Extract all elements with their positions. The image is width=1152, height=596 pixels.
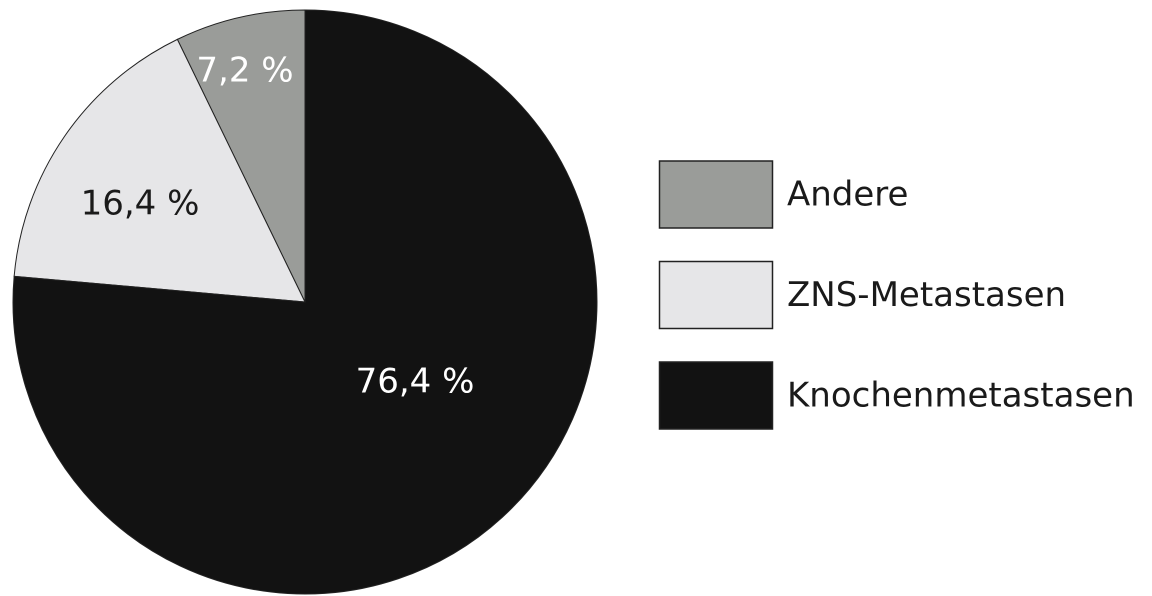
slice-label: 7,2 % <box>196 51 293 91</box>
legend-label: Knochenmetastasen <box>787 376 1135 416</box>
legend-swatch <box>658 361 774 430</box>
legend-label: ZNS-Metastasen <box>787 275 1066 315</box>
pie-slice <box>12 9 598 595</box>
legend-swatch <box>658 260 774 330</box>
slice-label: 16,4 % <box>81 184 200 224</box>
pie-slice <box>13 38 306 303</box>
legend-label: Andere <box>787 175 908 215</box>
legend-swatch <box>658 160 774 229</box>
pie-slice <box>176 9 306 303</box>
slice-label: 76,4 % <box>356 362 475 402</box>
